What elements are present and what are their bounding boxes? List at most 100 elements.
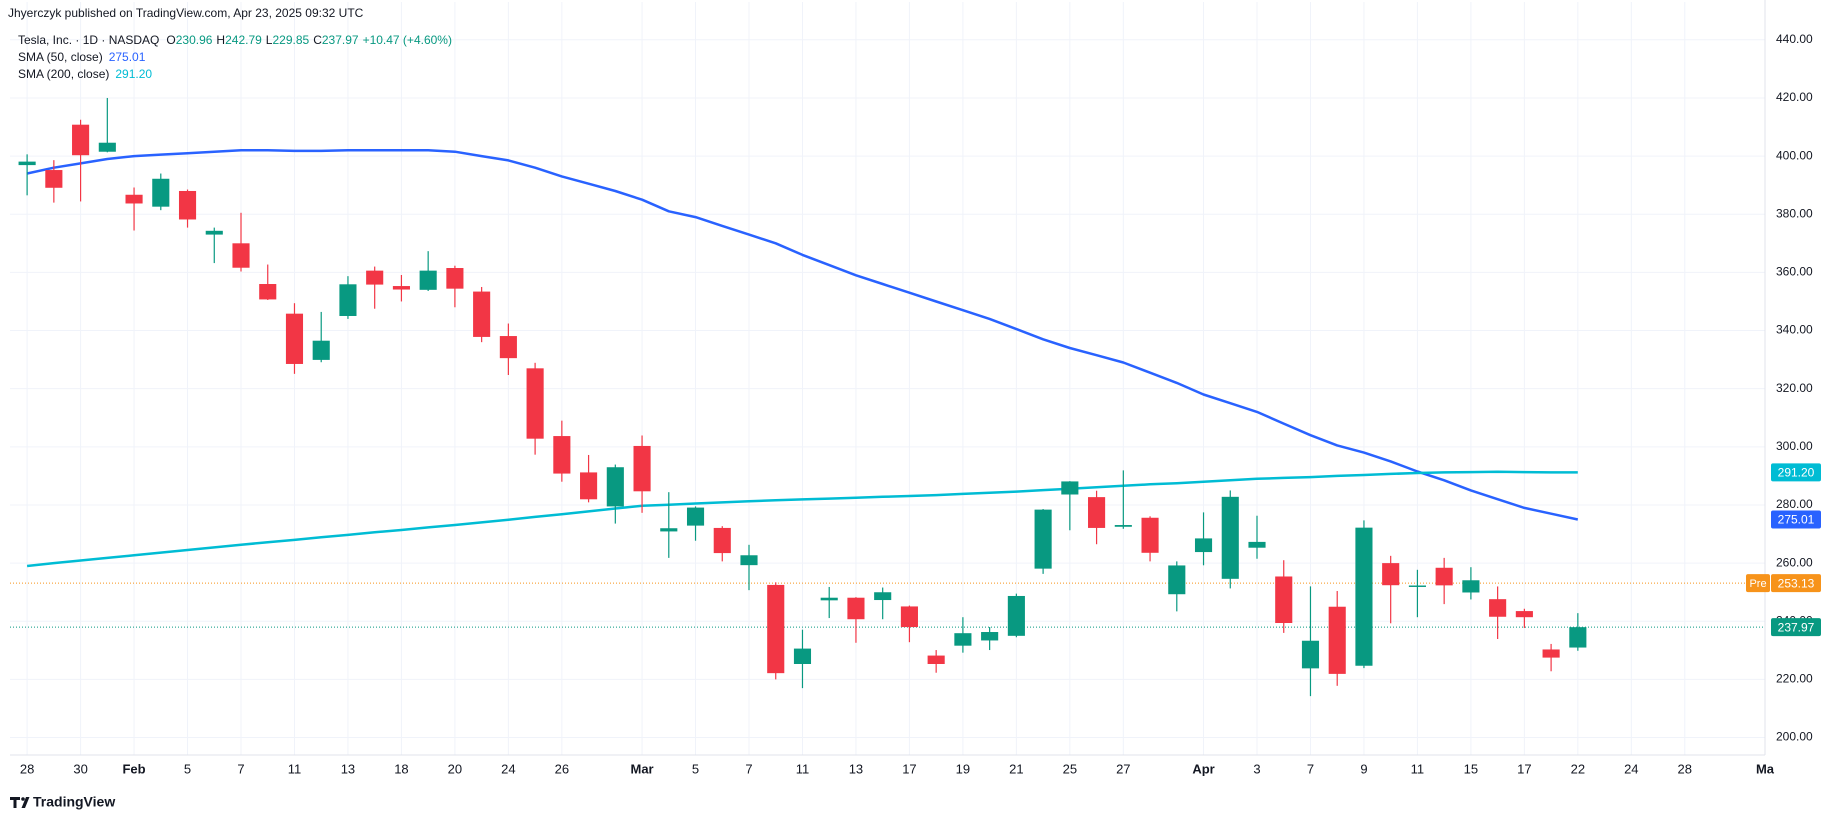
y-tick-label: 200.00	[1776, 730, 1813, 744]
price-tag	[1771, 463, 1821, 482]
candle-body	[1408, 585, 1426, 587]
candle-body	[1542, 649, 1560, 658]
candle-body	[72, 124, 90, 156]
y-tick-label: 340.00	[1776, 323, 1813, 337]
logo-icon	[10, 797, 30, 808]
candle-body	[606, 467, 624, 507]
x-tick-label: 5	[184, 761, 191, 776]
candle-body	[1355, 527, 1373, 666]
x-tick-label: 7	[745, 761, 752, 776]
candle-body	[927, 655, 945, 665]
y-tick-label: 300.00	[1776, 439, 1813, 453]
x-tick-label: 17	[1517, 761, 1531, 776]
x-tick-label: 28	[20, 761, 34, 776]
x-tick-label: 3	[1253, 761, 1260, 776]
indicator-value: 275.01	[109, 50, 146, 64]
candle-body	[499, 336, 517, 359]
quote-key: L	[266, 33, 273, 47]
candle-body	[820, 597, 838, 601]
x-tick-label: 18	[394, 761, 408, 776]
candle-body	[285, 313, 304, 364]
quote-line: Tesla, Inc. · 1D · NASDAQ O230.96 H242.79 L…	[18, 33, 452, 47]
candle-body	[366, 270, 384, 285]
x-tick-label: 13	[849, 761, 863, 776]
x-tick-label: 28	[1678, 761, 1692, 776]
quote-key: H	[216, 33, 225, 47]
candle-body	[633, 445, 651, 492]
indicator-legend: SMA (50, close) 275.01	[18, 50, 146, 64]
candle-body	[1248, 541, 1266, 548]
candle-body	[1435, 567, 1453, 586]
candle-body	[178, 190, 197, 220]
x-tick-label: 25	[1063, 761, 1077, 776]
x-tick-label: Mar	[630, 761, 653, 776]
indicator-legend: SMA (200, close) 291.20	[18, 67, 152, 81]
x-tick-label: 21	[1009, 761, 1023, 776]
quote-value: 229.85	[272, 33, 309, 47]
y-tick-label: 380.00	[1776, 206, 1813, 220]
candle-body	[339, 284, 357, 316]
candle-body	[1328, 606, 1346, 674]
candle-body	[1168, 565, 1186, 595]
logo-dot	[21, 797, 25, 801]
quote-value: 237.97	[322, 33, 359, 47]
indicator-name: SMA (50, close)	[18, 50, 103, 64]
candle-body	[793, 648, 812, 665]
candle-body	[1088, 497, 1106, 528]
symbol: Tesla, Inc. · 1D · NASDAQ	[18, 33, 159, 47]
candle-body	[954, 633, 972, 646]
candle-body	[1462, 580, 1480, 593]
candle-body	[1301, 640, 1320, 669]
candle-body	[125, 194, 143, 204]
plot-area	[10, 97, 1765, 697]
x-tick-label: 30	[73, 761, 87, 776]
candle-body	[900, 606, 918, 628]
quote-change: +10.47 (+4.60%)	[363, 33, 452, 47]
candle-body	[392, 286, 410, 290]
premarket-tag	[1746, 574, 1770, 593]
quote-value: 230.96	[176, 33, 213, 47]
published-note: Jhyerczyk published on TradingView.com, …	[8, 6, 364, 20]
quote-value: 242.79	[225, 33, 262, 47]
candle-body	[232, 243, 250, 268]
x-tick-label: Apr	[1192, 761, 1214, 776]
candle-body	[740, 555, 758, 566]
x-tick-label: 13	[341, 761, 355, 776]
candle-body	[259, 284, 277, 300]
x-tick-label: 11	[1411, 761, 1425, 776]
axes: 200.00220.00240.00260.00280.00300.00320.…	[20, 32, 1821, 776]
candle-body	[767, 584, 785, 674]
candle-body	[874, 592, 892, 601]
candle-body	[419, 270, 437, 290]
sma-line	[26, 149, 1579, 521]
price-tag	[1771, 618, 1821, 637]
y-tick-label: 420.00	[1776, 90, 1813, 104]
x-tick-label: 17	[902, 761, 916, 776]
x-tick-label: 22	[1571, 761, 1585, 776]
candle-body	[1221, 496, 1239, 579]
x-tick-label: Ma	[1756, 761, 1775, 776]
candle-body	[526, 368, 544, 439]
footer-logo: TradingView	[10, 794, 115, 810]
candle-body	[18, 161, 36, 166]
x-tick-label: 26	[555, 761, 569, 776]
price-tag-label: 291.20	[1778, 466, 1815, 480]
candle-body	[1194, 538, 1213, 553]
candle-body	[1141, 517, 1159, 553]
price-tag-label: 275.01	[1778, 513, 1815, 527]
candle-body	[1569, 627, 1587, 648]
y-tick-label: 280.00	[1776, 497, 1813, 511]
candle-body	[312, 340, 330, 360]
price-tag	[1771, 510, 1821, 529]
x-tick-label: 11	[796, 761, 810, 776]
candle-body	[1034, 509, 1052, 569]
candle-body	[660, 528, 678, 532]
candle-body	[1489, 599, 1507, 617]
x-tick-label: 7	[1307, 761, 1314, 776]
candle-body	[446, 268, 464, 289]
candle-body	[473, 291, 491, 337]
brand: TradingView	[33, 794, 115, 810]
candle-body	[1114, 525, 1132, 527]
